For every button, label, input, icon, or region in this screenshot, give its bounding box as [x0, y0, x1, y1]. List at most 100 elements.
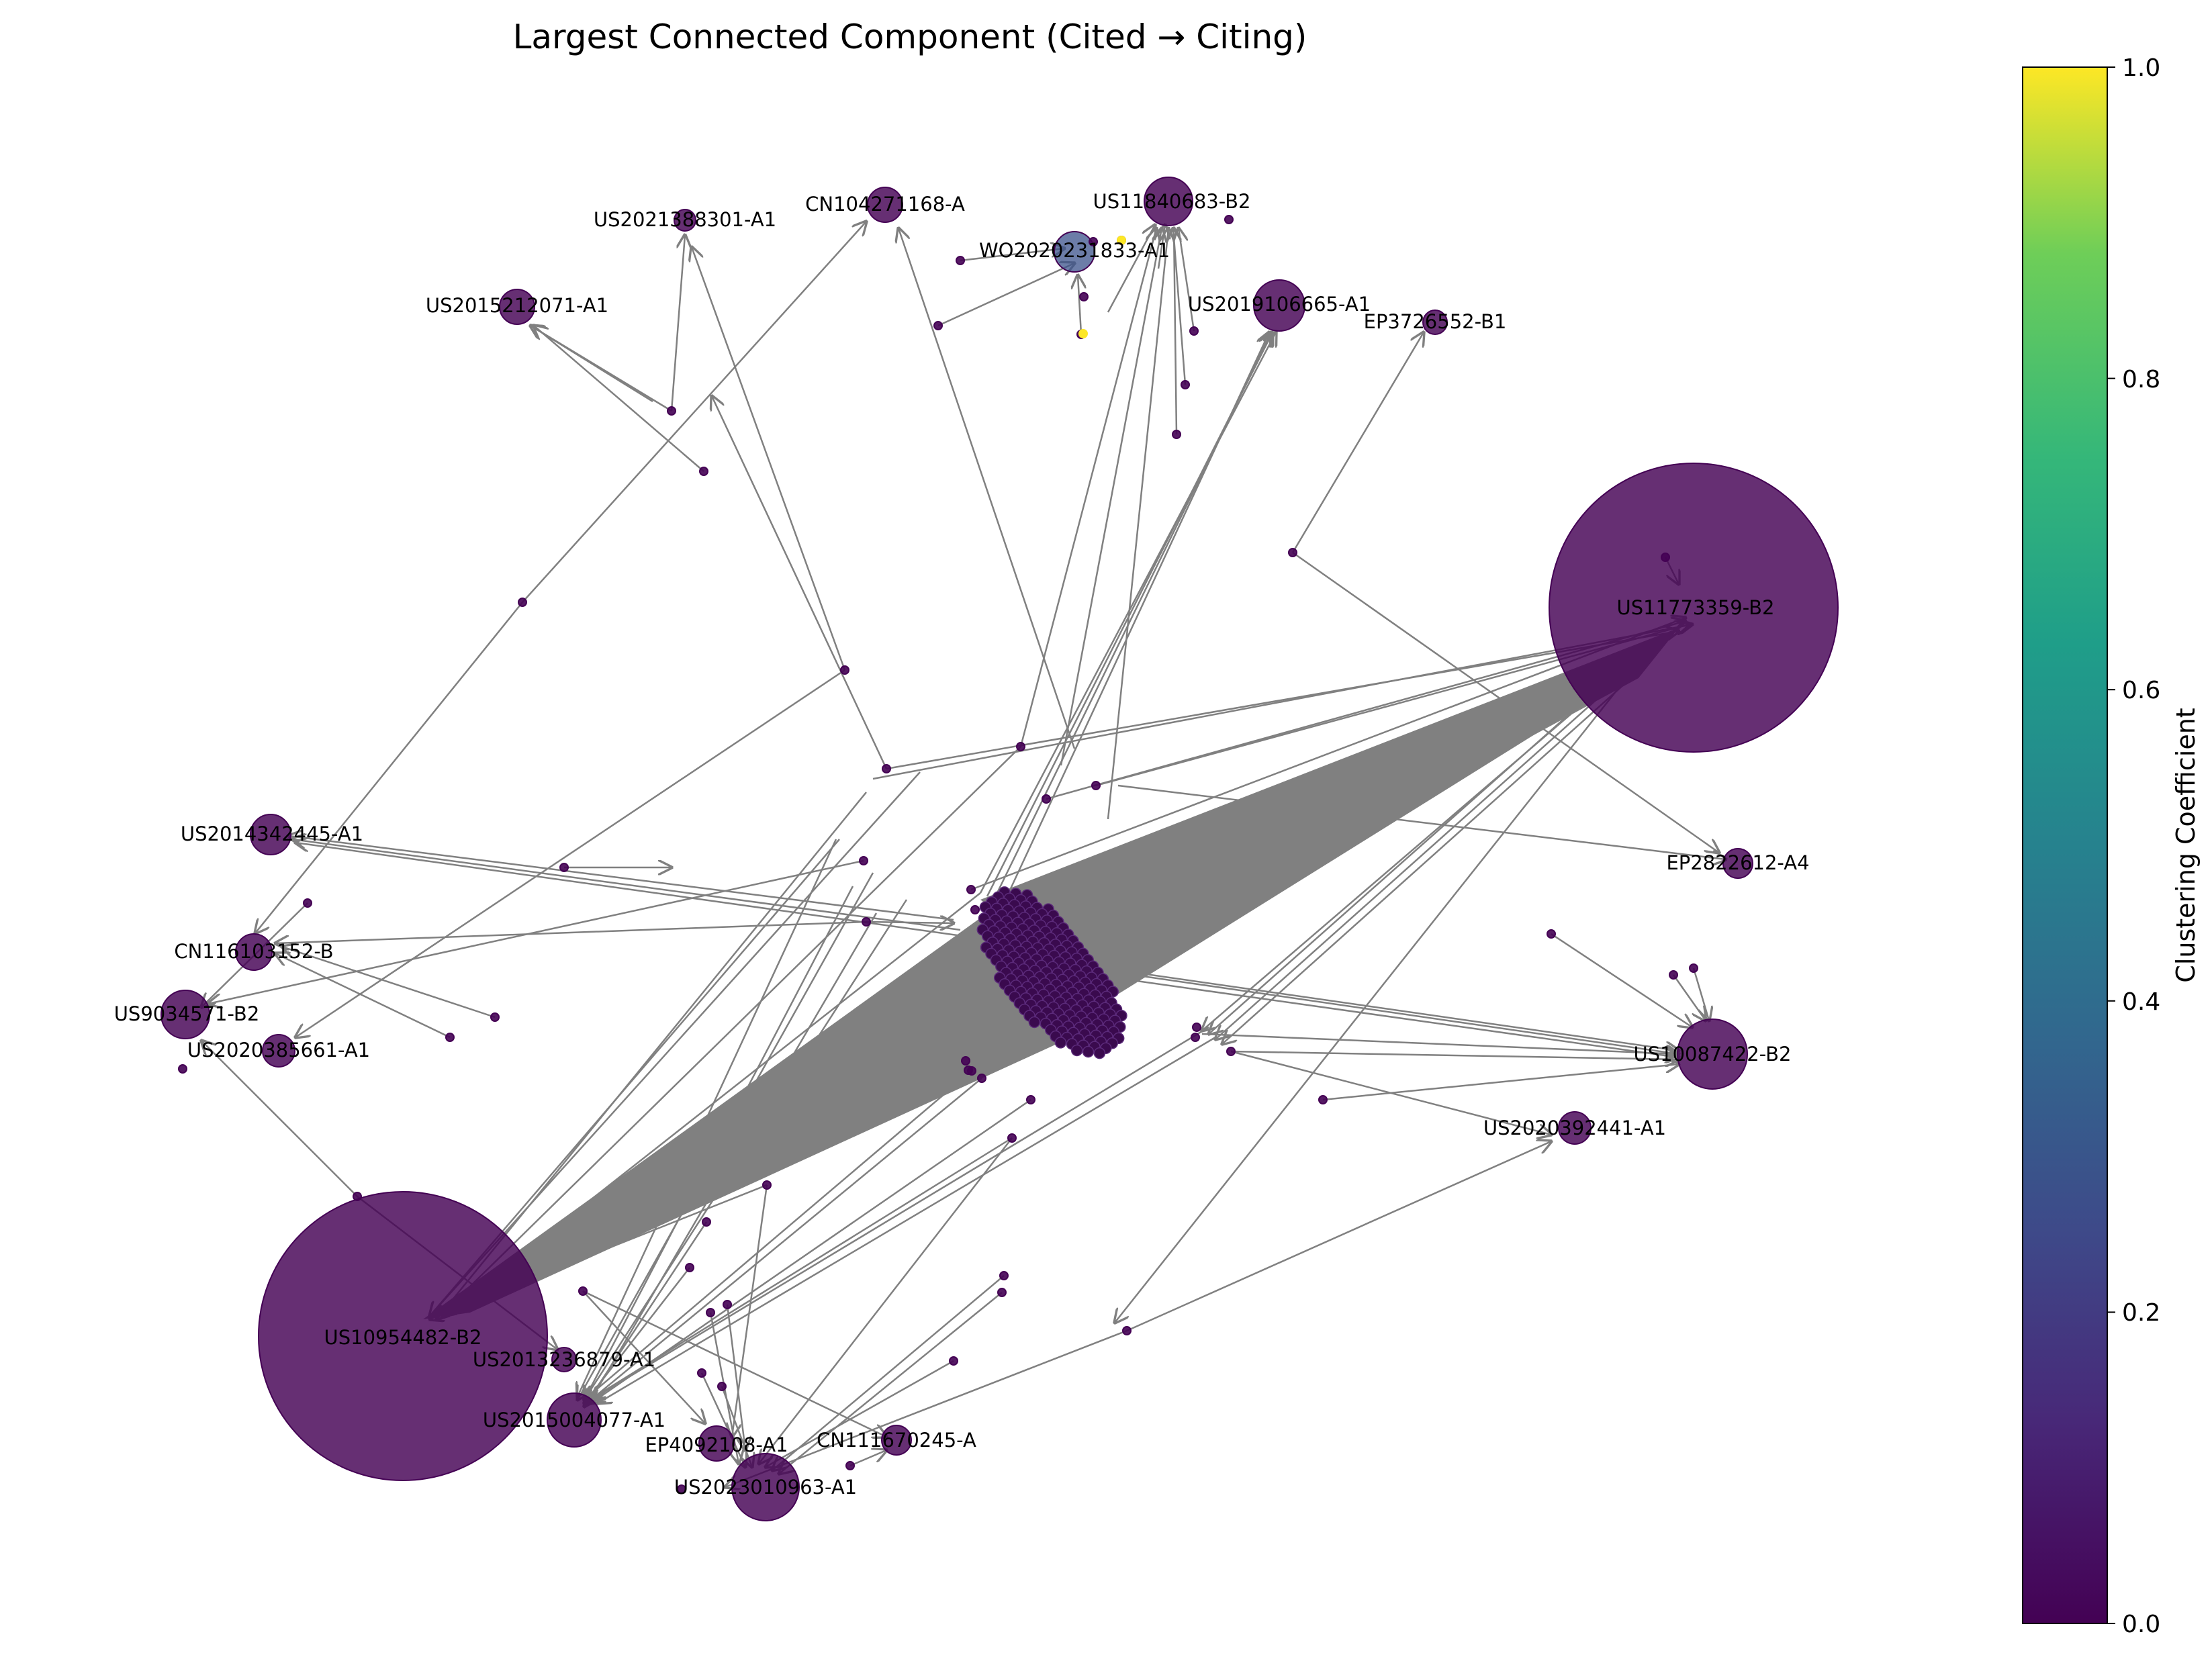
label-us2023010963-a1: US2023010963-A1	[674, 1476, 857, 1499]
label-cn111670245-a: CN111670245-A	[817, 1429, 976, 1452]
small-node-49	[846, 1462, 854, 1470]
edge-17	[534, 326, 704, 471]
small-node-45	[718, 1382, 726, 1390]
edge-3	[1179, 228, 1194, 331]
edge-50	[1127, 1141, 1551, 1331]
colorbar-ticks	[2107, 67, 2115, 1623]
label-us2020385661-a1: US2020385661-A1	[187, 1039, 370, 1061]
small-node-43	[706, 1309, 715, 1317]
small-node-5	[1181, 381, 1189, 389]
label-us2019106665-a1: US2019106665-A1	[1188, 293, 1371, 316]
small-node-24	[304, 899, 312, 907]
cluster-node-213	[1083, 1047, 1094, 1057]
label-us11773359-b2: US11773359-B2	[1616, 596, 1774, 619]
label-wo2020231833-a1: WO2020231833-A1	[979, 239, 1170, 262]
label-us2015212071-a1: US2015212071-A1	[426, 294, 608, 317]
colorbar-gradient	[2023, 67, 2107, 1623]
small-node-37	[1123, 1327, 1131, 1335]
edge-8	[1061, 228, 1162, 765]
small-node-14	[841, 666, 849, 674]
small-node-44	[698, 1369, 706, 1377]
small-node-23	[560, 863, 568, 871]
colorbar-tick-5: 1.0	[2122, 54, 2160, 82]
edge-39	[1231, 1051, 1679, 1059]
small-node-15	[882, 765, 890, 773]
small-node-11	[700, 467, 708, 475]
edge-22	[1293, 332, 1424, 553]
edge-15	[692, 247, 845, 670]
small-node-6	[1172, 430, 1181, 438]
small-node-26	[446, 1033, 454, 1041]
edge-43	[1673, 975, 1706, 1021]
small-node-48	[998, 1288, 1006, 1296]
small-node-1	[934, 322, 942, 330]
yellow-node-0	[1078, 329, 1088, 338]
small-node-16	[1017, 743, 1025, 751]
small-node-10	[667, 407, 676, 415]
small-node-12	[518, 598, 526, 606]
small-node-42	[723, 1301, 731, 1309]
small-node-46	[950, 1357, 958, 1365]
label-ep2822612-a4: EP2822612-A4	[1666, 851, 1809, 874]
edge-58	[727, 1305, 745, 1450]
edge-25	[712, 396, 886, 769]
small-node-34	[1227, 1047, 1235, 1055]
colorbar-tick-3: 0.6	[2122, 677, 2160, 704]
nodes-layer	[161, 177, 1838, 1521]
small-node-20	[862, 918, 870, 926]
label-us2020392441-a1: US2020392441-A1	[1483, 1117, 1666, 1139]
small-node-39	[686, 1264, 694, 1272]
edge-65	[850, 1450, 886, 1466]
small-node-0	[956, 256, 964, 265]
colorbar-tick-4: 0.8	[2122, 366, 2160, 393]
edge-40	[1323, 1064, 1679, 1100]
edge-44	[1694, 968, 1709, 1021]
small-node-47	[1000, 1272, 1008, 1280]
small-node-7	[1225, 216, 1233, 224]
label-cn116103152-b: CN116103152-B	[174, 940, 333, 963]
colorbar-tick-2: 0.4	[2122, 988, 2160, 1016]
small-node-22	[971, 906, 979, 914]
edge-30	[208, 861, 864, 1004]
edge-46	[275, 953, 450, 1037]
colorbar: 0.0 0.2 0.4 0.6 0.8 1.0 Clustering Coeff…	[2023, 54, 2201, 1638]
small-node-13	[1289, 549, 1297, 557]
small-node-28	[353, 1192, 361, 1200]
edge-10	[1108, 228, 1168, 819]
edge-19	[898, 228, 1074, 749]
label-us2014342445-a1: US2014342445-A1	[181, 822, 363, 845]
small-node-18	[1092, 782, 1100, 790]
label-us2015004077-a1: US2015004077-A1	[483, 1409, 665, 1431]
small-node-51	[1547, 930, 1555, 938]
small-node-40	[702, 1218, 710, 1226]
cluster-node-207	[1072, 1045, 1082, 1056]
cluster-node-152	[1029, 1017, 1040, 1028]
label-ep4092108-a1: EP4092108-A1	[645, 1433, 788, 1456]
small-node-2	[1080, 293, 1088, 301]
small-node-32	[1193, 1023, 1201, 1031]
edge-92	[672, 235, 685, 411]
label-us10087422-b2: US10087422-B2	[1633, 1043, 1791, 1066]
label-us11840683-b2: US11840683-B2	[1093, 190, 1250, 213]
edge-18	[531, 326, 653, 401]
small-node-53	[1690, 964, 1698, 972]
small-node-27	[179, 1065, 187, 1073]
edge-37	[1108, 977, 1679, 1057]
label-cn104271168-a: CN104271168-A	[805, 193, 965, 216]
small-node-38	[763, 1181, 771, 1189]
cluster-node-217	[1094, 1048, 1105, 1059]
small-node-4	[1190, 327, 1198, 335]
small-node-54	[1661, 553, 1669, 561]
cluster-node-191	[1055, 1037, 1066, 1048]
label-us9034571-b2: US9034571-B2	[114, 1002, 260, 1025]
edge-9	[1021, 228, 1156, 747]
colorbar-tick-0: 0.0	[2122, 1611, 2160, 1638]
label-us10954482-b2: US10954482-B2	[324, 1326, 481, 1349]
small-node-25	[491, 1013, 499, 1021]
small-node-55	[962, 1057, 970, 1065]
label-us2013236879-a1: US2013236879-A1	[473, 1348, 655, 1371]
small-node-17	[1042, 795, 1050, 803]
edge-2	[938, 263, 1074, 326]
small-node-19	[860, 857, 868, 865]
